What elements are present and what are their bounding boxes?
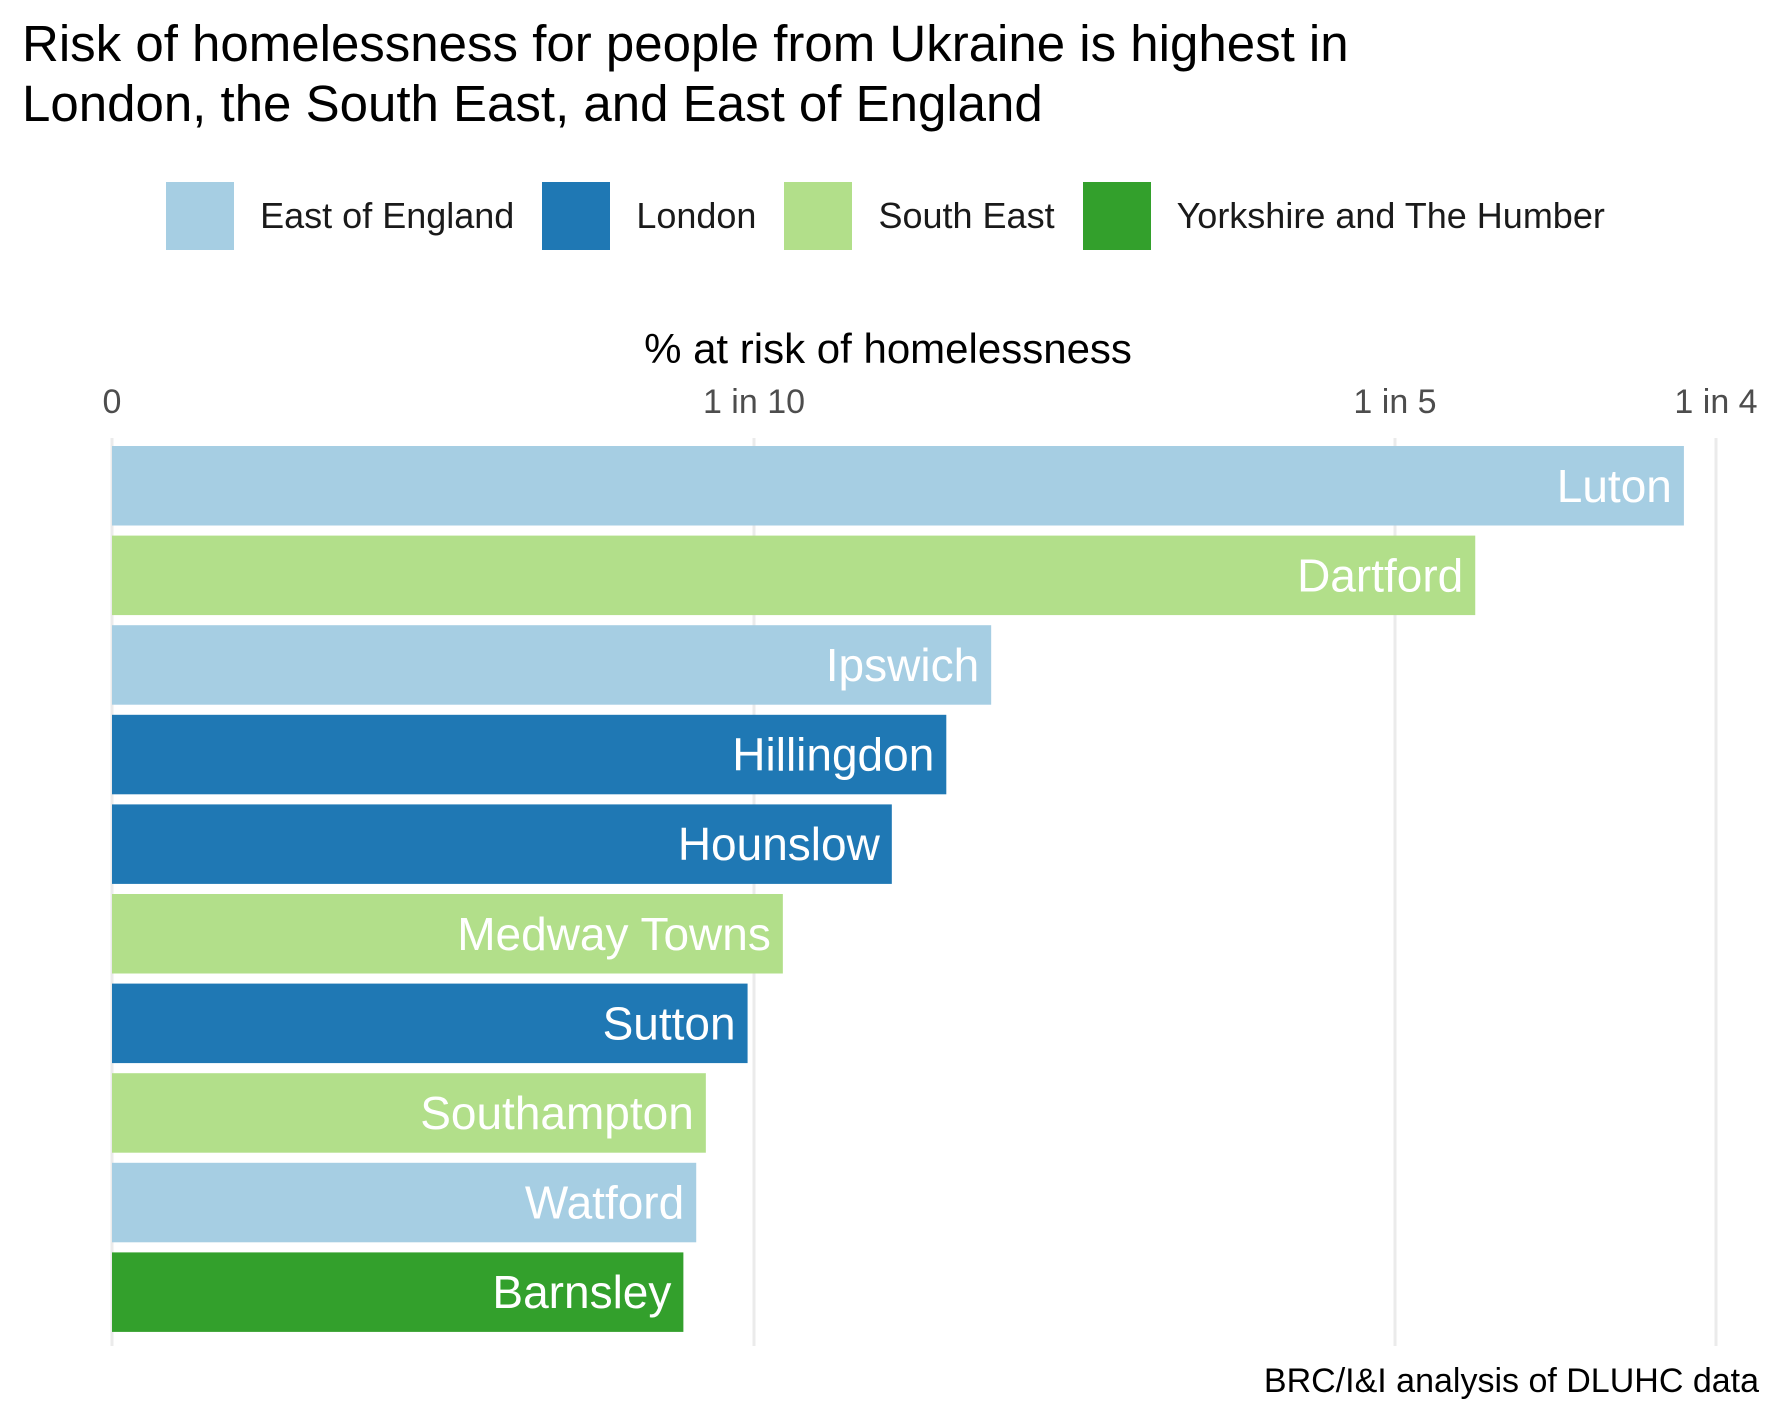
legend-label: Yorkshire and The Humber bbox=[1176, 195, 1605, 236]
bar-label: Luton bbox=[1557, 460, 1672, 512]
bar-label: Hounslow bbox=[678, 818, 881, 870]
bar-label: Ipswich bbox=[826, 639, 979, 691]
bar-label: Watford bbox=[525, 1177, 684, 1229]
chart-caption: BRC/I&I analysis of DLUHC data bbox=[1263, 1362, 1759, 1400]
x-axis-title: % at risk of homelessness bbox=[644, 325, 1132, 372]
legend-label: London bbox=[636, 195, 757, 236]
bars bbox=[112, 446, 1684, 1332]
bar-barnsley bbox=[112, 1252, 684, 1332]
legend-label: South East bbox=[878, 195, 1055, 236]
x-tick-label: 1 in 10 bbox=[703, 383, 805, 421]
bar-label: Dartford bbox=[1297, 549, 1463, 601]
bar-label: Barnsley bbox=[492, 1266, 671, 1318]
bar-label: Hillingdon bbox=[732, 729, 934, 781]
legend-swatch bbox=[1082, 182, 1151, 250]
chart-title: Risk of homelessness for people from Ukr… bbox=[22, 15, 1349, 132]
legend-swatch bbox=[784, 182, 853, 250]
bar-label: Sutton bbox=[603, 997, 736, 1049]
bar-ipswich bbox=[112, 625, 992, 705]
bar-label: Medway Towns bbox=[457, 908, 771, 960]
bar-medway-towns bbox=[112, 894, 783, 974]
bar-sutton bbox=[112, 983, 748, 1064]
bar-hounslow bbox=[112, 804, 892, 884]
bar-dartford bbox=[112, 535, 1476, 616]
bar-hillingdon bbox=[112, 714, 947, 795]
bar-luton bbox=[112, 446, 1684, 526]
x-axis-ticks: 0 1 in 10 1 in 5 1 in 4 bbox=[103, 383, 1758, 421]
legend-label: East of England bbox=[260, 195, 515, 236]
x-tick-label: 1 in 4 bbox=[1674, 383, 1757, 421]
legend-item-yorkshire-and-the-humber: Yorkshire and The Humber bbox=[1082, 182, 1605, 250]
legend: East of England London South East Yorkshire… bbox=[0, 182, 1771, 250]
legend-swatch bbox=[166, 182, 235, 250]
bar-southampton bbox=[112, 1073, 706, 1153]
bar-label: Southampton bbox=[420, 1087, 694, 1139]
legend-swatch bbox=[542, 182, 611, 250]
bar-labels: Luton Dartford Ipswich Hillingdon Hounslow Me… bbox=[420, 460, 1672, 1318]
x-tick-label: 1 in 5 bbox=[1353, 383, 1436, 421]
legend-item-south-east: South East bbox=[784, 182, 1055, 250]
legend-item-london: London bbox=[542, 182, 756, 250]
bar-watford bbox=[112, 1162, 697, 1243]
legend-item-east-of-england: East of England bbox=[166, 182, 514, 250]
x-tick-label: 0 bbox=[103, 383, 122, 421]
